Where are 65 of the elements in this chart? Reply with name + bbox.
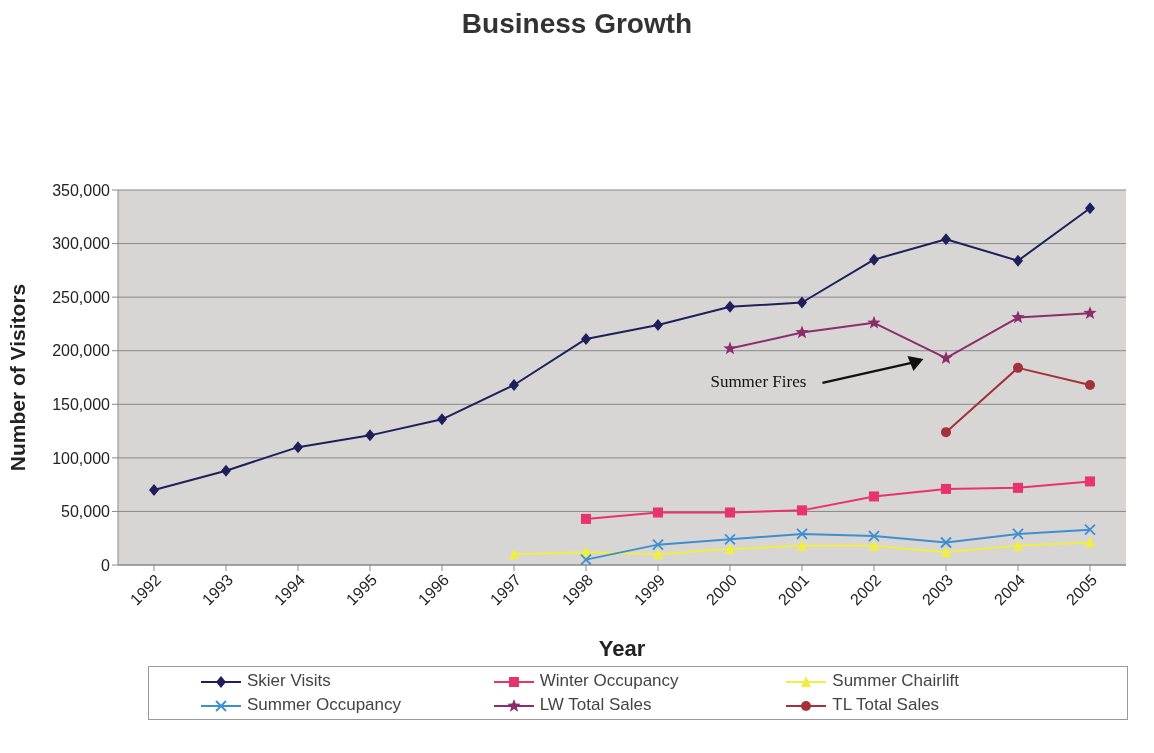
point — [653, 507, 663, 518]
point — [941, 483, 951, 494]
point — [868, 530, 880, 542]
legend-label: TL Total Sales — [831, 694, 941, 716]
point — [653, 319, 663, 331]
legend-label: Summer Chairlift — [831, 670, 960, 692]
point — [795, 325, 809, 339]
point — [725, 507, 735, 518]
y-tick-label: 100,000 — [52, 449, 111, 467]
point — [724, 533, 736, 546]
y-axis-title: Number of Visitors — [6, 283, 30, 472]
chart-title: Business Growth — [460, 8, 694, 40]
point — [221, 464, 231, 477]
point — [940, 536, 952, 549]
y-tick-label: 300,000 — [52, 235, 111, 253]
legend-label: Winter Occupancy — [538, 670, 680, 692]
point — [1085, 536, 1095, 548]
point — [1083, 306, 1097, 319]
point — [365, 429, 375, 442]
point — [1084, 523, 1096, 536]
point — [796, 528, 808, 540]
point — [723, 341, 737, 355]
point — [1085, 476, 1095, 487]
legend-label: LW Total Sales — [538, 694, 653, 716]
point — [725, 542, 735, 554]
point — [797, 539, 807, 551]
point — [1012, 528, 1024, 540]
point — [652, 538, 664, 551]
point — [581, 332, 591, 345]
point — [941, 427, 951, 438]
point — [1085, 380, 1095, 390]
point — [437, 413, 447, 426]
point — [725, 300, 735, 313]
point — [509, 548, 519, 560]
y-tick-label: 350,000 — [52, 181, 111, 199]
point — [293, 441, 303, 454]
point — [1011, 310, 1025, 324]
point — [941, 546, 951, 558]
y-tick-label: 250,000 — [52, 288, 111, 306]
y-tick-label: 150,000 — [52, 395, 111, 413]
legend-label: Summer Occupancy — [246, 694, 402, 716]
point — [149, 484, 159, 496]
y-tick-label: 50,000 — [61, 503, 111, 521]
point — [653, 548, 663, 560]
annotation: Summer Fires — [710, 371, 807, 391]
point — [1013, 482, 1023, 493]
y-tick-label: 0 — [101, 556, 111, 574]
point — [1085, 202, 1095, 215]
x-axis-title: Year — [598, 636, 646, 661]
point — [869, 491, 879, 502]
point — [1013, 539, 1023, 551]
point — [797, 505, 807, 516]
point — [580, 553, 592, 565]
point — [1013, 362, 1023, 373]
point — [941, 233, 951, 246]
point — [867, 315, 881, 329]
point — [869, 539, 879, 551]
point — [869, 253, 879, 266]
point — [509, 379, 519, 391]
point — [1013, 254, 1023, 267]
point — [797, 296, 807, 309]
point — [581, 513, 591, 524]
y-tick-label: 200,000 — [52, 342, 111, 360]
point — [939, 351, 953, 364]
legend-label: Skier Visits — [246, 670, 332, 692]
